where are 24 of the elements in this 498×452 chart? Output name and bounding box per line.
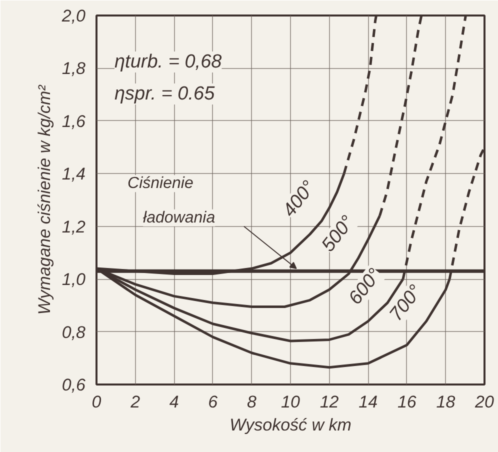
y-tick-label: 0,6 — [62, 376, 86, 394]
x-tick-label: 12 — [320, 392, 340, 412]
x-tick-label: 14 — [358, 392, 378, 412]
y-tick-label: 1,2 — [62, 217, 86, 236]
x-tick-label: 16 — [397, 392, 417, 412]
x-tick-label: 0 — [92, 392, 102, 412]
y-axis-title: Wymagane ciśnienie w kg/cm² — [34, 84, 54, 315]
x-tick-label: 4 — [169, 392, 179, 412]
x-axis-title: Wysokość w km — [230, 416, 352, 434]
y-tick-label: 1,4 — [62, 164, 86, 184]
x-tick-label: 8 — [246, 392, 257, 412]
y-tick-label: 1,6 — [62, 112, 86, 131]
y-tick-label: 2,0 — [60, 6, 86, 26]
annotation: ηturb. = 0,68 — [114, 52, 222, 72]
text: Ciśnienie ładowania — [128, 175, 216, 226]
y-tick-label: 1,0 — [62, 270, 86, 290]
y-tick-label: 0,8 — [62, 322, 86, 342]
x-tick-label: 20 — [474, 392, 494, 412]
annotation: ηspr. = 0.65 — [114, 84, 216, 104]
x-tick-label: 6 — [208, 392, 218, 412]
x-tick-label: 18 — [436, 392, 456, 412]
x-tick-label: 2 — [130, 392, 141, 412]
y-tick-label: 1,8 — [62, 59, 86, 78]
x-tick-label: 10 — [281, 392, 300, 412]
